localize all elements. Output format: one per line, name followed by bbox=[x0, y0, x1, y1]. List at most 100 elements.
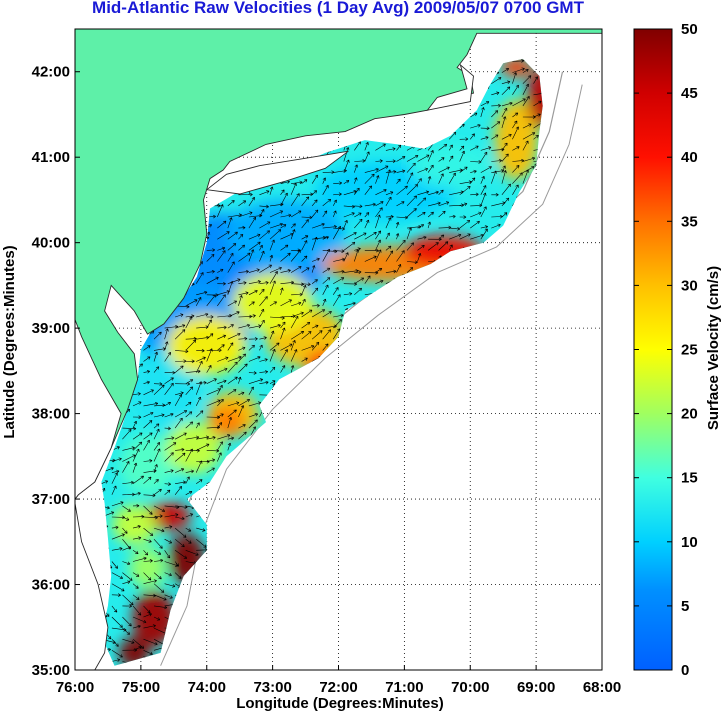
velocity-arrow bbox=[174, 432, 187, 440]
velocity-arrow bbox=[164, 328, 169, 340]
velocity-arrow bbox=[143, 380, 150, 385]
velocity-arrow bbox=[164, 525, 173, 529]
velocity-arrow bbox=[248, 249, 255, 262]
velocity-arrow bbox=[301, 215, 313, 220]
velocity-arrow bbox=[111, 593, 121, 597]
velocity-arrow bbox=[248, 289, 258, 296]
velocity-arrow bbox=[406, 184, 418, 196]
velocity-arrow bbox=[438, 173, 444, 184]
velocity-arrow bbox=[343, 282, 358, 286]
velocity-arrow bbox=[312, 222, 325, 229]
velocity-arrow bbox=[111, 485, 117, 495]
velocity-arrow bbox=[480, 192, 487, 207]
velocity-arrow bbox=[174, 452, 186, 462]
velocity-arrow bbox=[312, 303, 320, 308]
velocity-arrow bbox=[153, 331, 162, 340]
velocity-arrow bbox=[111, 561, 118, 569]
velocity-arrow bbox=[512, 112, 519, 118]
velocity-arrow bbox=[238, 291, 249, 296]
velocity-arrow bbox=[512, 165, 520, 173]
velocity-arrow bbox=[427, 211, 434, 218]
velocity-arrow bbox=[185, 448, 200, 453]
velocity-arrow bbox=[470, 160, 482, 164]
velocity-arrow bbox=[301, 255, 308, 262]
velocity-arrow bbox=[480, 101, 490, 107]
velocity-arrow bbox=[427, 150, 434, 162]
velocity-arrow bbox=[301, 357, 308, 362]
velocity-arrow bbox=[227, 243, 237, 251]
velocity-arrow bbox=[175, 313, 184, 318]
velocity-arrow bbox=[301, 298, 306, 307]
velocity-arrow bbox=[301, 235, 309, 240]
chart-title: Mid-Atlantic Raw Velocities (1 Day Avg) … bbox=[92, 0, 585, 17]
velocity-arrow bbox=[185, 435, 200, 440]
velocity-arrow bbox=[385, 232, 390, 240]
velocity-arrow bbox=[132, 401, 142, 407]
velocity-arrow bbox=[311, 257, 320, 262]
velocity-arrow bbox=[153, 538, 163, 549]
velocity-arrow bbox=[364, 232, 377, 240]
colorbar-tick-label: 0 bbox=[681, 662, 689, 679]
velocity-arrow bbox=[269, 324, 281, 329]
velocity-arrow bbox=[522, 123, 532, 129]
velocity-arrow bbox=[417, 252, 422, 262]
velocity-arrow bbox=[132, 572, 140, 577]
velocity-arrow bbox=[448, 144, 453, 151]
velocity-arrow bbox=[333, 181, 343, 185]
velocity-arrow bbox=[238, 211, 253, 218]
velocity-arrow bbox=[238, 295, 243, 306]
velocity-arrow bbox=[196, 527, 206, 532]
velocity-arrow bbox=[396, 156, 406, 162]
velocity-arrow bbox=[269, 348, 276, 362]
velocity-arrow bbox=[164, 402, 171, 407]
velocity-arrow bbox=[417, 190, 430, 196]
velocity-arrow bbox=[406, 260, 418, 264]
velocity-arrow bbox=[111, 639, 119, 647]
velocity-arrow bbox=[291, 248, 301, 253]
velocity-arrow bbox=[122, 572, 133, 581]
velocity-arrow bbox=[512, 126, 519, 140]
velocity-arrow bbox=[153, 448, 161, 462]
velocity-arrow bbox=[512, 158, 525, 163]
velocity-arrow bbox=[217, 356, 229, 362]
velocity-arrow bbox=[269, 266, 282, 273]
velocity-arrow bbox=[259, 250, 265, 262]
velocity-arrow bbox=[438, 166, 450, 173]
velocity-arrow bbox=[217, 246, 226, 251]
velocity-arrow bbox=[196, 479, 203, 484]
velocity-arrow bbox=[333, 249, 345, 253]
velocity-arrow bbox=[227, 436, 235, 441]
velocity-arrow bbox=[195, 360, 203, 373]
x-axis-label: Longitude (Degrees:Minutes) bbox=[236, 695, 444, 712]
velocity-arrow bbox=[375, 239, 381, 251]
velocity-arrow bbox=[480, 126, 490, 131]
velocity-arrow bbox=[206, 276, 219, 284]
velocity-arrow bbox=[153, 464, 158, 473]
velocity-arrow bbox=[111, 501, 124, 507]
velocity-arrow bbox=[385, 196, 392, 207]
velocity-arrow bbox=[248, 337, 258, 341]
velocity-arrow bbox=[290, 266, 302, 273]
velocity-arrow bbox=[111, 583, 125, 592]
velocity-arrow bbox=[217, 367, 228, 373]
velocity-arrow bbox=[238, 424, 246, 429]
velocity-arrow bbox=[533, 113, 541, 118]
velocity-arrow bbox=[522, 156, 536, 162]
velocity-arrow bbox=[333, 269, 345, 274]
y-tick-label: 39:00 bbox=[32, 320, 70, 337]
velocity-arrow bbox=[333, 313, 344, 318]
velocity-arrow bbox=[153, 594, 167, 601]
velocity-arrow bbox=[396, 215, 408, 220]
velocity-arrow bbox=[343, 241, 356, 251]
velocity-arrow bbox=[164, 513, 179, 518]
velocity-arrow bbox=[301, 284, 307, 295]
velocity-arrow bbox=[480, 166, 492, 173]
velocity-arrow bbox=[512, 172, 523, 184]
velocity-arrow bbox=[143, 572, 152, 581]
velocity-arrow bbox=[132, 415, 142, 419]
velocity-arrow bbox=[332, 210, 337, 218]
speed-patch bbox=[500, 58, 533, 78]
velocity-arrow bbox=[153, 366, 160, 373]
velocity-arrow bbox=[174, 561, 179, 567]
